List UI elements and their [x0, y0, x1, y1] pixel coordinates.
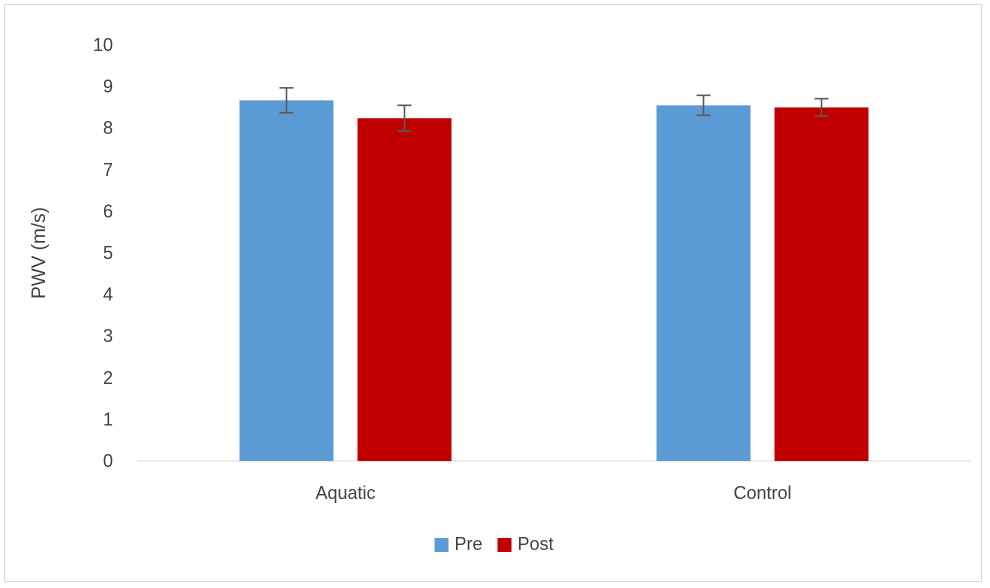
- legend-item-pre: Pre: [434, 534, 483, 554]
- y-tick-label: 9: [103, 77, 113, 97]
- x-axis-ticks: Aquatic Control: [315, 483, 791, 503]
- y-tick-label: 4: [103, 285, 113, 305]
- bar-post-control: [774, 107, 869, 462]
- y-tick-label: 1: [103, 409, 113, 429]
- bar-post-aquatic: [357, 118, 452, 461]
- y-tick-label: 2: [103, 368, 113, 388]
- y-tick-label: 8: [103, 118, 113, 138]
- error-bar-post-control: [814, 97, 829, 117]
- y-tick-label: 5: [103, 243, 113, 263]
- bar-pre-aquatic: [239, 100, 334, 461]
- error-bars: [279, 87, 829, 132]
- legend-swatch: [434, 538, 449, 552]
- error-bar-pre-control: [696, 94, 711, 117]
- bars: [239, 100, 869, 462]
- chart-frame: 0 1 2 3 4 5 6 7 8 9 10 Aquatic Control PWV (m/s) Pr…: [4, 4, 982, 582]
- y-tick-label: 3: [103, 326, 113, 346]
- bar-pre-control: [656, 105, 751, 461]
- y-tick-label: 10: [93, 35, 113, 55]
- legend: Pre Post: [434, 534, 554, 554]
- x-tick-label: Aquatic: [315, 483, 375, 503]
- legend-label: Pre: [455, 534, 483, 554]
- legend-swatch: [497, 538, 512, 552]
- error-bar-pre-aquatic: [279, 87, 294, 114]
- y-tick-label: 7: [103, 160, 113, 180]
- legend-label: Post: [518, 534, 554, 554]
- bar-chart: 0 1 2 3 4 5 6 7 8 9 10 Aquatic Control PWV (m/s) Pr…: [29, 35, 971, 554]
- y-axis-label: PWV (m/s): [29, 207, 50, 299]
- legend-item-post: Post: [497, 534, 554, 554]
- error-bar-post-aquatic: [397, 104, 412, 132]
- y-tick-label: 6: [103, 201, 113, 221]
- x-tick-label: Control: [733, 483, 791, 503]
- y-axis-ticks: 0 1 2 3 4 5 6 7 8 9 10: [93, 35, 113, 471]
- y-tick-label: 0: [103, 451, 113, 471]
